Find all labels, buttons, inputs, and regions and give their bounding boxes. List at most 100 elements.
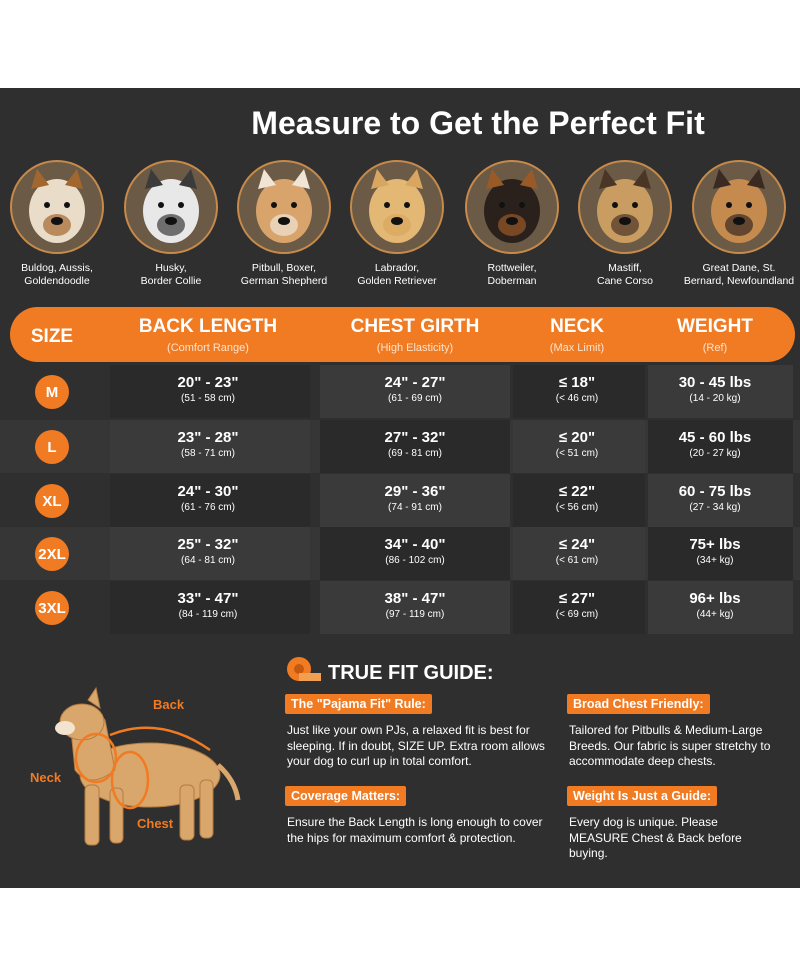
cell-sub: (61 - 69 cm) — [388, 393, 442, 404]
size-badge: XL — [35, 484, 69, 518]
guide-tag: The "Pajama Fit" Rule: — [285, 694, 432, 714]
cell: ≤ 22" (< 56 cm) — [512, 483, 642, 513]
cell-bg — [110, 420, 310, 473]
title: Measure to Get the Perfect Fit — [251, 105, 705, 141]
chest-label: Chest — [137, 816, 174, 831]
cell-sub: (20 - 27 kg) — [689, 448, 741, 459]
cell-main: 30 - 45 lbs — [678, 374, 752, 391]
guide-body: Every dog is unique. Please MEASURE Ches… — [569, 815, 742, 860]
breed-photo — [237, 160, 331, 254]
cell: ≤ 27" (< 69 cm) — [512, 590, 642, 620]
cell-main: 45 - 60 lbs — [678, 429, 752, 446]
size-badge: M — [35, 375, 69, 409]
cell-main: 34" - 40" — [384, 536, 446, 553]
cell-bg — [648, 365, 793, 418]
cell-sub: (< 61 cm) — [555, 555, 599, 566]
column-header: WEIGHT (Ref) — [605, 316, 800, 354]
cell-main: 96+ lbs — [689, 590, 741, 607]
cell-sub: (51 - 58 cm) — [181, 393, 235, 404]
cell-main: 75+ lbs — [689, 536, 741, 553]
cell-main: ≤ 18" — [558, 374, 596, 391]
cell: 24" - 30" (61 - 76 cm) — [113, 483, 303, 513]
cell: 75+ lbs (34+ kg) — [645, 536, 785, 566]
cell-main: 24" - 27" — [384, 374, 446, 391]
guide-tag: Coverage Matters: — [285, 786, 407, 806]
cell-sub: (74 - 91 cm) — [388, 502, 442, 513]
cell-bg — [648, 474, 793, 527]
breed-label: Buldog, Aussis, Goldendoodle — [21, 262, 93, 287]
cell-bg — [320, 581, 510, 634]
cell-bg — [320, 474, 510, 527]
cell-bg — [513, 365, 645, 418]
column-title: BACK LENGTH — [138, 316, 278, 337]
breed-label: Husky, Border Collie — [140, 262, 202, 287]
back-label: Back — [153, 697, 185, 712]
cell-bg — [320, 420, 510, 473]
cell-main: 29" - 36" — [384, 483, 446, 500]
guide-tag: Broad Chest Friendly: — [567, 694, 710, 714]
cell-sub: (58 - 71 cm) — [181, 448, 235, 459]
breed-label: Rottweiler, Doberman — [487, 262, 537, 287]
cell-sub: (69 - 81 cm) — [388, 448, 442, 459]
cell-sub: (27 - 34 kg) — [689, 502, 741, 513]
cell-main: 23" - 28" — [177, 429, 239, 446]
cell-bg — [320, 365, 510, 418]
cell-bg — [110, 474, 310, 527]
cell: 25" - 32" (64 - 81 cm) — [113, 536, 303, 566]
cell-main: 27" - 32" — [384, 429, 446, 446]
cell: 45 - 60 lbs (20 - 27 kg) — [645, 429, 785, 459]
cell-sub: (97 - 119 cm) — [385, 609, 445, 620]
breed-label: Great Dane, St. Bernard, Newfoundland — [683, 262, 795, 287]
cell-bg — [513, 420, 645, 473]
column-title: WEIGHT — [677, 316, 753, 337]
cell-main: ≤ 27" — [558, 590, 596, 607]
chest-line — [110, 750, 150, 810]
cell-main: ≤ 22" — [558, 483, 596, 500]
cell-bg — [110, 581, 310, 634]
cell: 34" - 40" (86 - 102 cm) — [320, 536, 510, 566]
cell: 24" - 27" (61 - 69 cm) — [320, 374, 510, 404]
cell: 96+ lbs (44+ kg) — [645, 590, 785, 620]
cell: ≤ 20" (< 51 cm) — [512, 429, 642, 459]
cell: 23" - 28" (58 - 71 cm) — [113, 429, 303, 459]
cell-bg — [110, 527, 310, 580]
breed-photo — [465, 160, 559, 254]
cell-main: 60 - 75 lbs — [678, 483, 752, 500]
size-header: SIZE — [30, 326, 74, 347]
cell-main: 24" - 30" — [177, 483, 239, 500]
muzzle — [55, 721, 75, 735]
neck-label: Neck — [30, 770, 62, 785]
column-title: CHEST GIRTH — [350, 316, 480, 337]
size-badge: L — [35, 430, 69, 464]
cell-bg — [648, 581, 793, 634]
column-note: (Ref) — [702, 342, 728, 354]
cell: 30 - 45 lbs (14 - 20 kg) — [645, 374, 785, 404]
cell-sub: (< 51 cm) — [555, 448, 599, 459]
breed-label: Pitbull, Boxer, German Shepherd — [240, 262, 328, 287]
breed-photo — [578, 160, 672, 254]
cell-sub: (< 69 cm) — [555, 609, 599, 620]
cell-main: 33" - 47" — [177, 590, 239, 607]
column-title: NECK — [550, 316, 604, 337]
guide-body: Just like your own PJs, a relaxed fit is… — [287, 723, 545, 768]
cell-main: 38" - 47" — [384, 590, 446, 607]
cell-sub: (86 - 102 cm) — [385, 555, 445, 566]
cell-bg — [110, 365, 310, 418]
cell: 27" - 32" (69 - 81 cm) — [320, 429, 510, 459]
cell-sub: (84 - 119 cm) — [178, 609, 238, 620]
cell-bg — [513, 474, 645, 527]
guide-title: TRUE FIT GUIDE: — [328, 662, 494, 684]
column-header: NECK (Max Limit) — [467, 316, 687, 354]
cell: 20" - 23" (51 - 58 cm) — [113, 374, 303, 404]
guide-body: Ensure the Back Length is long enough to… — [287, 815, 543, 845]
breed-photo — [692, 160, 786, 254]
guide-body: Tailored for Pitbulls & Medium-Large Bre… — [569, 723, 771, 768]
back-line — [109, 726, 211, 752]
column-note: (Comfort Range) — [167, 342, 249, 354]
cell: 38" - 47" (97 - 119 cm) — [320, 590, 510, 620]
cell-bg — [513, 581, 645, 634]
cell-sub: (61 - 76 cm) — [181, 502, 235, 513]
cell-sub: (< 56 cm) — [555, 502, 599, 513]
size-badge: 3XL — [35, 591, 69, 625]
